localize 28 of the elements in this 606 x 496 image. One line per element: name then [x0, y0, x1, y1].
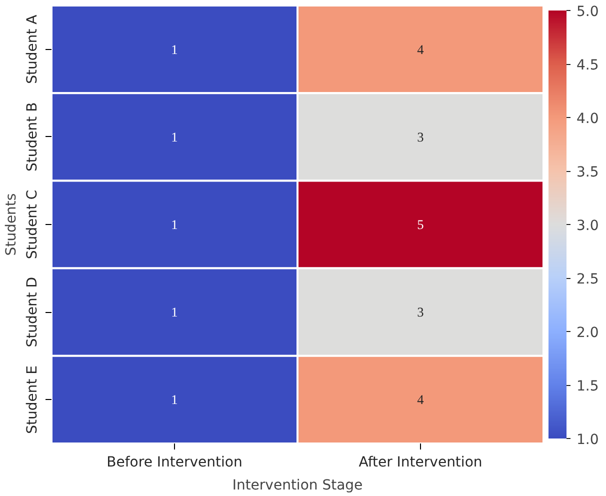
- color-bar-label: 2.5: [576, 272, 599, 288]
- data-label: 1: [171, 42, 178, 57]
- color-bar-label: 3.5: [576, 164, 599, 180]
- data-label: 3: [417, 129, 424, 144]
- x-tick-label: Before Intervention: [106, 454, 242, 470]
- x-tick-label: After Intervention: [358, 454, 482, 470]
- y-axis-title: Students: [4, 193, 20, 256]
- y-tick-label: Student A: [24, 14, 40, 84]
- y-tick-label: Student E: [24, 365, 40, 434]
- color-bar-label: 5.0: [576, 4, 599, 20]
- data-label: 1: [171, 392, 178, 408]
- color-bar-label: 4.5: [576, 58, 599, 74]
- color-bar-label: 2.0: [576, 325, 599, 341]
- x-axis-title: Intervention Stage: [232, 478, 363, 494]
- data-label: 1: [171, 304, 178, 320]
- data-label: 1: [171, 217, 178, 232]
- data-label: 4: [417, 42, 424, 57]
- data-label: 5: [417, 217, 424, 232]
- color-bar-label: 3.0: [576, 218, 599, 234]
- y-tick-label: Student D: [24, 276, 40, 348]
- y-tick-label: Student B: [24, 102, 40, 172]
- color-bar-label: 1.0: [576, 432, 599, 448]
- color-bar-label: 1.5: [576, 378, 599, 394]
- data-label: 3: [417, 304, 424, 320]
- data-label: 1: [171, 129, 178, 144]
- color-bar-label: 4.0: [576, 111, 599, 127]
- y-tick-label: Student C: [24, 190, 40, 260]
- data-label: 4: [417, 392, 424, 408]
